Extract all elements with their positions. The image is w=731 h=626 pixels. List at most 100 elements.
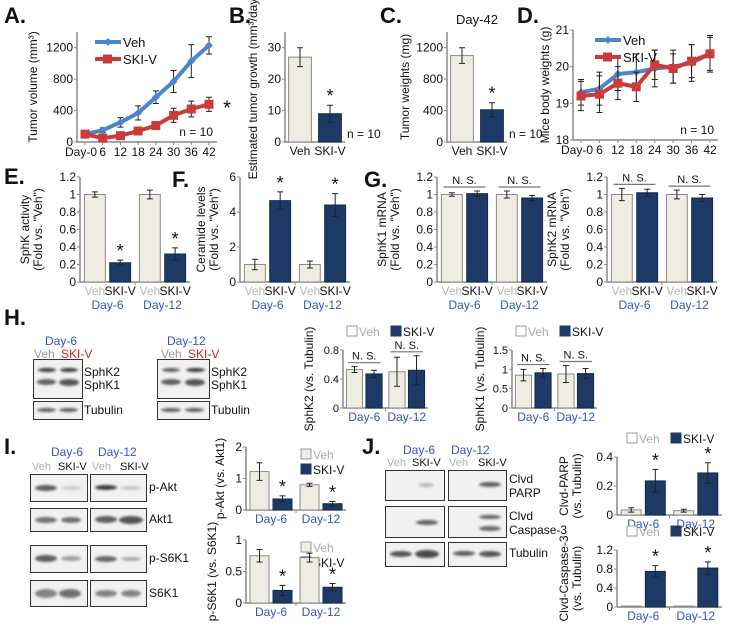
bar-label: Veh	[496, 284, 517, 298]
y-tick-label: 19	[556, 96, 570, 110]
chart-svg: 0 0.2 0.4 0.6 0.8 1 1.2 SphK1 mRNA (Fold vs. "Ve…	[375, 170, 548, 312]
lane-label-veh: Veh	[161, 347, 182, 361]
x-tick-label: 36	[685, 143, 699, 157]
error-bar	[474, 190, 481, 197]
y-tick-label: 0.4	[59, 240, 76, 254]
group-label: Day-12	[676, 609, 715, 623]
legend-swatch-ski-v	[670, 432, 682, 444]
y-tick-label: 0	[333, 403, 339, 415]
protein-label: SphK2	[84, 365, 121, 379]
legend-swatch-veh	[346, 325, 358, 337]
panel-label-i: I.	[4, 434, 17, 459]
legend-swatch-veh	[626, 525, 638, 537]
bar	[83, 194, 106, 283]
data-point	[80, 129, 90, 139]
chart-sphk-activity: 0 0.2 0.4 0.6 0.8 1 1.2 SphK activity (Fold vs. …	[18, 170, 191, 312]
error-bar	[582, 368, 589, 380]
legend-label: SKI-V	[313, 556, 344, 570]
legend-swatch-ski-v	[670, 525, 682, 537]
chart-svg: 0 10 20 30 Estimated tumor growth (mm³/day) V…	[246, 0, 381, 179]
data-point	[205, 41, 213, 50]
lane-label-veh: Veh	[387, 457, 406, 469]
y-tick-label: 1200	[46, 41, 73, 55]
bar-label: Veh	[666, 284, 687, 298]
legend-marker	[604, 36, 612, 44]
blot-image	[157, 401, 210, 420]
panel-label-f: F.	[172, 167, 190, 192]
bar	[495, 194, 518, 283]
lane-label-ski: SKI-V	[120, 461, 149, 473]
significance-star: *	[704, 543, 711, 563]
blot-image	[33, 401, 83, 420]
legend-label: SKI-V	[683, 525, 714, 539]
y-axis-label: Ceramide levels	[194, 186, 208, 272]
error-bar	[628, 507, 635, 513]
error-bar	[297, 47, 303, 68]
group-label: Day-6	[255, 512, 287, 526]
blot-image	[90, 580, 147, 607]
data-point	[134, 108, 143, 117]
blot-image	[385, 542, 445, 567]
legend-marker	[104, 38, 112, 46]
y-tick-label: 0	[235, 596, 242, 610]
y-axis-label: (vs. Tubulin)	[570, 546, 584, 611]
y-tick-label: 2	[235, 440, 242, 454]
bar	[299, 557, 320, 604]
significance-star: *	[704, 444, 711, 464]
group-label: Day-12	[556, 410, 595, 424]
y-axis-label: p-Akt (vs. Akt1)	[213, 438, 227, 519]
group-label: Day-12	[387, 410, 426, 424]
y-axis-label: (Fold vs. "Veh")	[31, 188, 45, 271]
bar-label: SKI-V	[159, 284, 190, 298]
x-tick-label: 30	[167, 145, 181, 159]
error-bar	[540, 368, 547, 378]
chart-tumor-volume: 0 400 800 1200 Tumor volume (mm³) Day-0 6 12 18 2…	[26, 31, 231, 159]
protein-label: p-Akt	[149, 480, 178, 494]
group-label: Day-6	[348, 410, 380, 424]
chart-sphk1-mrna: 0 0.2 0.4 0.6 0.8 1 1.2 SphK1 mRNA (Fold vs. "Ve…	[375, 170, 548, 312]
legend-label: Veh	[313, 448, 334, 462]
n-annotation: n = 10	[680, 123, 714, 137]
legend-label: SKI-V	[403, 325, 434, 339]
y-axis-label: Mice body weights (g)	[538, 27, 552, 144]
significance-star: *	[279, 477, 286, 497]
bar-label: Veh	[452, 144, 473, 158]
error-bar	[704, 462, 711, 484]
y-tick-label: 800	[53, 72, 73, 86]
protein-label: S6K1	[149, 586, 179, 600]
error-bar	[91, 191, 98, 198]
bar	[534, 372, 552, 409]
y-tick-label: 1	[235, 472, 242, 486]
data-point	[169, 110, 179, 120]
y-tick-label: 4	[229, 205, 236, 219]
data-point	[186, 104, 196, 114]
y-axis-label: Estimated tumor growth (mm³/day)	[246, 0, 260, 179]
legend-label: Veh	[639, 432, 660, 446]
x-tick-label: 24	[149, 145, 163, 159]
error-bar	[704, 561, 711, 575]
error-bar	[652, 468, 659, 494]
legend-marker	[603, 52, 612, 62]
chart-sphk1-protein: 0 0.5 1 1.5 SphK1 (vs. Tubulin) Day-6 Day-12 N.…	[473, 325, 603, 431]
n-annotation: n = 10	[509, 127, 543, 141]
legend-label: Veh	[639, 525, 660, 539]
panel-label-c: C.	[380, 3, 402, 28]
legend-swatch-ski-v	[559, 325, 571, 337]
significance-star: *	[117, 241, 124, 261]
y-tick-label: 0	[436, 135, 443, 149]
ns-label: N. S.	[507, 175, 531, 187]
bar	[636, 192, 659, 283]
y-tick-label: 0.8	[596, 562, 613, 576]
y-tick-label: 0.4	[596, 581, 613, 595]
x-tick-label: 6	[99, 145, 106, 159]
error-bar	[256, 548, 263, 563]
lane-label-ski: SKI-V	[58, 461, 87, 473]
n-annotation: n = 10	[347, 127, 381, 141]
chart-tumor-growth: 0 10 20 30 Estimated tumor growth (mm³/day) V…	[246, 0, 381, 179]
legend-label: SKI-V	[683, 432, 714, 446]
y-tick-label: 400	[423, 104, 443, 118]
n-annotation: n = 10	[179, 125, 213, 139]
blot-image	[30, 545, 88, 573]
day-label: Day-12	[167, 334, 206, 348]
y-tick-label: 400	[53, 104, 73, 118]
